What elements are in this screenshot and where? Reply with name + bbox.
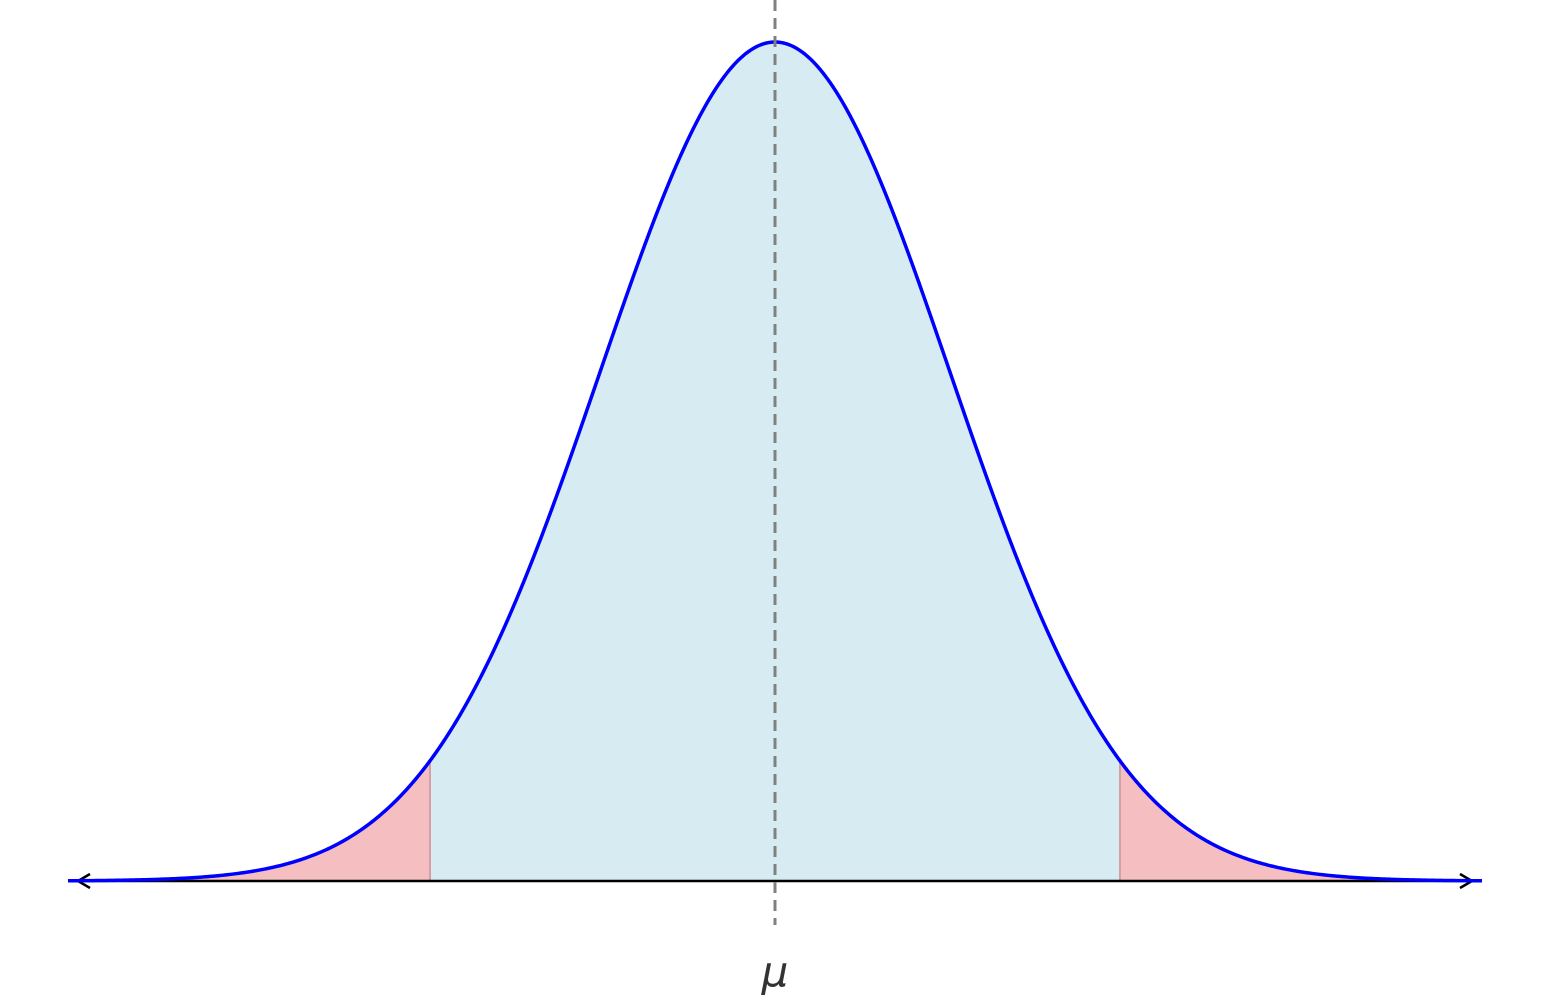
- left-tail-region: [78, 760, 430, 881]
- mean-label: μ: [761, 948, 789, 997]
- right-tail-region: [1120, 760, 1472, 881]
- central-region: [430, 42, 1120, 881]
